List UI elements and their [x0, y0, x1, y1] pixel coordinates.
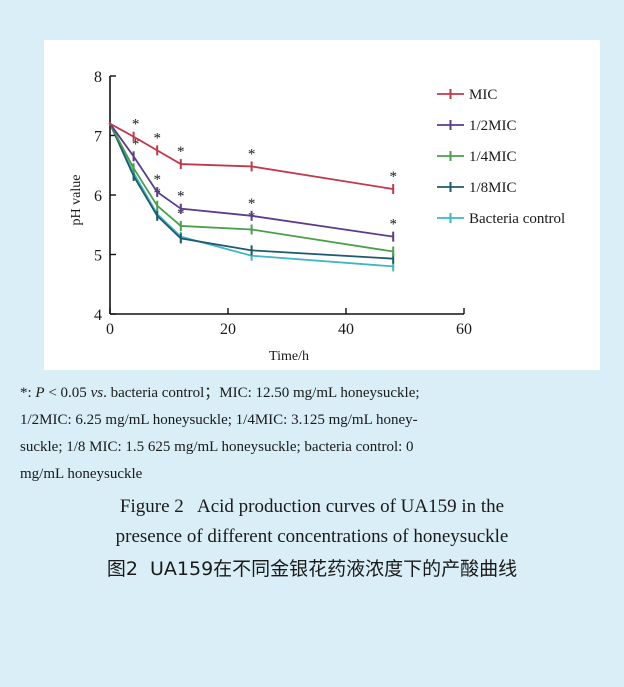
series-line — [109, 123, 394, 268]
legend-label: 1/4MIC — [469, 149, 517, 165]
significance-star: * — [132, 136, 140, 152]
x-tick-label: 20 — [220, 321, 236, 338]
significance-star: * — [248, 196, 256, 212]
legend-label: MIC — [469, 87, 497, 103]
note-mid: < 0.05 — [44, 385, 91, 401]
note-line-1: *: P < 0.05 vs. bacteria control；MIC: 12… — [20, 380, 608, 407]
significance-star: * — [389, 217, 397, 233]
figure-caption-en: Figure 2 Acid production curves of UA159… — [0, 492, 624, 552]
chart-panel: 4 5 6 7 8 0 20 40 60 ************* MIC 1/2MIC 1/4M… — [44, 40, 600, 370]
legend: MIC 1/2MIC 1/4MIC 1/8MIC Bacteria control — [437, 87, 565, 227]
y-tick-label: 4 — [94, 307, 102, 324]
data-point — [108, 122, 112, 125]
significance-star: * — [132, 117, 140, 133]
significance-star: * — [177, 206, 185, 222]
series-line — [109, 123, 394, 238]
figure-caption-en-line-1: Figure 2 Acid production curves of UA159… — [119, 496, 505, 517]
significance-star: * — [389, 169, 397, 185]
figure-caption-cn: 图2 UA159在不同金银花药液浓度下的产酸曲线 — [106, 558, 518, 580]
significance-star: * — [248, 146, 256, 162]
note-line-3: suckle; 1/8 MIC: 1.5 625 mg/mL honeysuck… — [20, 439, 414, 455]
x-tick-label: 60 — [456, 321, 472, 338]
note-rest: . bacteria control；MIC: 12.50 mg/mL hone… — [103, 385, 420, 401]
note-vs: vs — [90, 385, 104, 401]
x-tick-label: 40 — [338, 321, 354, 338]
note-line-2: 1/2MIC: 6.25 mg/mL honeysuckle; 1/4MIC: … — [20, 412, 418, 428]
note-line-4: mg/mL honeysuckle — [20, 466, 143, 482]
y-tick-label: 8 — [94, 69, 102, 86]
legend-label: 1/8MIC — [469, 180, 517, 196]
significance-star: * — [153, 172, 161, 188]
series-line — [109, 123, 394, 260]
legend-label: Bacteria control — [469, 211, 565, 227]
figure-caption-en-line-2: presence of different concentrations of … — [115, 526, 509, 547]
significance-star: * — [177, 144, 185, 160]
y-axis-label: pH value — [69, 175, 84, 226]
y-tick-label: 7 — [94, 129, 102, 146]
x-axis-label: Time/h — [269, 349, 309, 364]
figure-note: *: P < 0.05 vs. bacteria control；MIC: 12… — [20, 380, 608, 488]
note-star: *: — [20, 385, 36, 401]
series-line — [109, 122, 394, 190]
significance-star: * — [177, 189, 185, 205]
chart: 4 5 6 7 8 0 20 40 60 ************* MIC 1/2MIC 1/4M… — [69, 69, 565, 364]
x-tick-label: 0 — [106, 321, 114, 338]
y-tick-label: 5 — [94, 248, 102, 265]
series-line — [109, 123, 394, 253]
axes: 4 5 6 7 8 0 20 40 60 — [94, 69, 472, 338]
series-layer: ************* — [108, 117, 397, 272]
y-tick-label: 6 — [94, 188, 102, 205]
note-p: P — [35, 385, 45, 401]
significance-star: * — [153, 130, 161, 146]
legend-label: 1/2MIC — [469, 118, 517, 134]
